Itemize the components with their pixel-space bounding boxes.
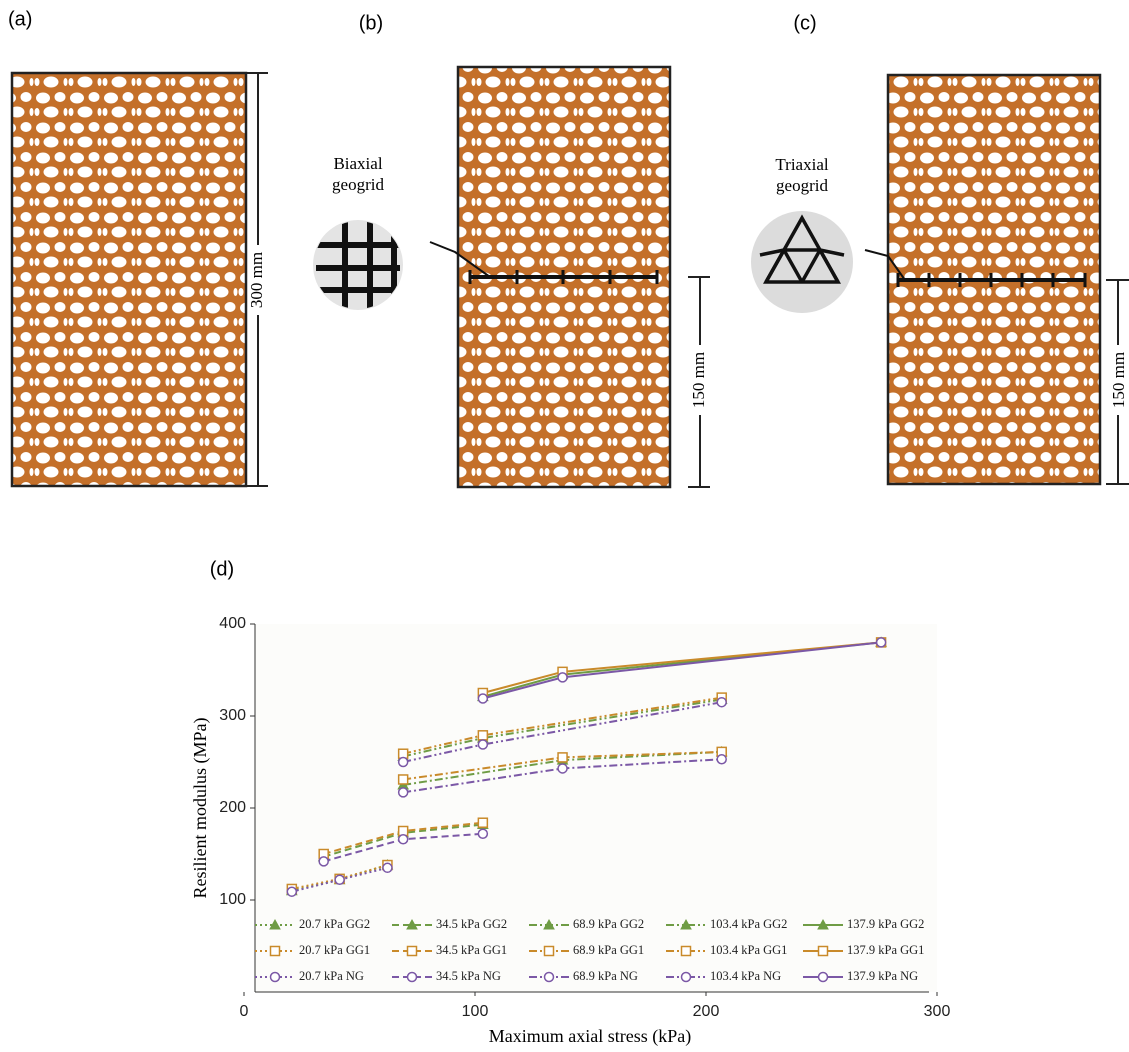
data-point xyxy=(557,763,568,774)
legend-label: 103.4 kPa GG2 xyxy=(710,917,787,931)
data-point xyxy=(477,739,489,750)
data-point xyxy=(716,696,727,708)
series-line xyxy=(402,696,722,755)
plot-background xyxy=(255,624,937,992)
legend-label: 20.7 kPa GG1 xyxy=(299,943,370,957)
geogrid-label: Triaxial xyxy=(775,155,828,174)
legend-marker xyxy=(543,918,555,930)
leader-line xyxy=(864,249,906,281)
legend-label: 103.4 kPa GG1 xyxy=(710,943,787,957)
data-point xyxy=(477,693,489,704)
geogrid-layer xyxy=(468,270,659,284)
legend-marker xyxy=(269,918,281,930)
legend-label: 34.5 kPa GG2 xyxy=(436,917,507,931)
legend-label: 34.5 kPa GG1 xyxy=(436,943,507,957)
legend-label: 68.9 kPa GG2 xyxy=(573,917,644,931)
series-line xyxy=(402,701,722,763)
data-point xyxy=(875,637,887,648)
data-point xyxy=(397,774,409,785)
x-tick-label: 300 xyxy=(924,1003,951,1020)
triaxial-grid xyxy=(759,214,845,284)
legend-marker xyxy=(406,945,418,957)
geogrid-label: geogrid xyxy=(332,175,384,194)
legend-marker xyxy=(269,945,281,957)
series-line xyxy=(402,698,722,758)
dimension-label: 150 mm xyxy=(1109,352,1128,408)
data-point xyxy=(557,672,568,683)
series-line xyxy=(291,866,388,893)
legend-marker xyxy=(680,918,692,930)
panel-label: (b) xyxy=(359,12,383,34)
plot: 100 200 300 400 0 100 200 300 20.7 kPa GG2 34.5 k… xyxy=(219,615,950,1020)
legend-label: 34.5 kPa NG xyxy=(436,969,501,983)
y-tick-label: 100 xyxy=(219,891,246,908)
data-point xyxy=(557,752,568,763)
legend-label: 20.7 kPa NG xyxy=(299,969,364,983)
legend-marker xyxy=(680,945,692,957)
specimen xyxy=(10,71,248,488)
legend-label: 20.7 kPa GG2 xyxy=(299,917,370,931)
geogrid-label: geogrid xyxy=(776,176,828,195)
data-point xyxy=(477,730,489,741)
legend-label: 137.9 kPa GG2 xyxy=(847,917,924,931)
legend-marker xyxy=(817,918,829,930)
data-point xyxy=(397,787,409,798)
legend-label: 137.9 kPa NG xyxy=(847,969,918,983)
x-axis-title: Maximum axial stress (kPa) xyxy=(489,1026,691,1047)
dimension-label: 300 mm xyxy=(247,252,266,308)
data-point xyxy=(397,756,409,768)
x-tick-label: 100 xyxy=(462,1003,489,1020)
legend-marker xyxy=(817,945,829,957)
leader-line xyxy=(429,241,491,278)
data-point xyxy=(334,874,345,886)
chart-title: (d) xyxy=(210,558,234,580)
data-point xyxy=(382,862,393,874)
dimension-label: 150 mm xyxy=(689,352,708,408)
data-point xyxy=(716,753,727,765)
legend-marker xyxy=(680,971,692,983)
y-tick-label: 300 xyxy=(219,707,246,724)
legend-marker xyxy=(817,971,829,983)
geogrid-label: Biaxial xyxy=(333,154,382,173)
panel-label: (a) xyxy=(8,8,32,30)
data-point xyxy=(397,834,409,845)
x-tick-label: 0 xyxy=(240,1003,249,1020)
legend-marker xyxy=(406,918,418,930)
geogrid-photo xyxy=(751,211,853,313)
y-axis-title: Resilient modulus (MPa) xyxy=(190,718,211,899)
data-point xyxy=(477,828,489,840)
data-point xyxy=(477,817,489,828)
x-tick-label: 200 xyxy=(693,1003,720,1020)
legend-marker xyxy=(269,971,281,983)
data-point xyxy=(318,856,329,867)
y-tick-label: 200 xyxy=(219,799,246,816)
legend-label: 103.4 kPa NG xyxy=(710,969,781,983)
data-point xyxy=(286,886,298,897)
legend-marker xyxy=(543,945,555,957)
legend-marker xyxy=(543,971,555,983)
legend-label: 68.9 kPa NG xyxy=(573,969,638,983)
y-tick-label: 400 xyxy=(219,615,246,632)
series-line xyxy=(291,864,388,890)
legend-label: 68.9 kPa GG1 xyxy=(573,943,644,957)
legend-marker xyxy=(406,971,418,983)
legend-label: 137.9 kPa GG1 xyxy=(847,943,924,957)
geogrid-layer xyxy=(896,273,1087,287)
panel-label: (c) xyxy=(793,12,816,34)
